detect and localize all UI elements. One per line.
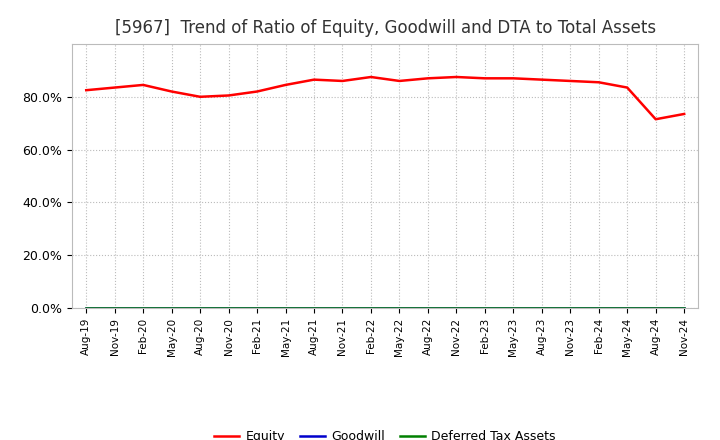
Deferred Tax Assets (623, 305, 631, 311)
Equity (253, 89, 261, 94)
Goodwill (167, 305, 176, 311)
Goodwill (82, 305, 91, 311)
Equity (509, 76, 518, 81)
Goodwill (652, 305, 660, 311)
Deferred Tax Assets (167, 305, 176, 311)
Line: Equity: Equity (86, 77, 684, 119)
Goodwill (196, 305, 204, 311)
Deferred Tax Assets (253, 305, 261, 311)
Goodwill (480, 305, 489, 311)
Deferred Tax Assets (452, 305, 461, 311)
Equity (680, 111, 688, 117)
Goodwill (139, 305, 148, 311)
Equity (366, 74, 375, 80)
Equity (452, 74, 461, 80)
Goodwill (537, 305, 546, 311)
Goodwill (680, 305, 688, 311)
Deferred Tax Assets (395, 305, 404, 311)
Deferred Tax Assets (110, 305, 119, 311)
Deferred Tax Assets (566, 305, 575, 311)
Deferred Tax Assets (282, 305, 290, 311)
Equity (110, 85, 119, 90)
Goodwill (509, 305, 518, 311)
Goodwill (395, 305, 404, 311)
Deferred Tax Assets (537, 305, 546, 311)
Equity (167, 89, 176, 94)
Equity (652, 117, 660, 122)
Equity (139, 82, 148, 88)
Goodwill (110, 305, 119, 311)
Deferred Tax Assets (595, 305, 603, 311)
Deferred Tax Assets (139, 305, 148, 311)
Deferred Tax Assets (338, 305, 347, 311)
Equity (196, 94, 204, 99)
Equity (82, 88, 91, 93)
Goodwill (253, 305, 261, 311)
Deferred Tax Assets (680, 305, 688, 311)
Deferred Tax Assets (652, 305, 660, 311)
Deferred Tax Assets (480, 305, 489, 311)
Deferred Tax Assets (509, 305, 518, 311)
Equity (623, 85, 631, 90)
Goodwill (282, 305, 290, 311)
Goodwill (452, 305, 461, 311)
Equity (310, 77, 318, 82)
Deferred Tax Assets (82, 305, 91, 311)
Equity (566, 78, 575, 84)
Equity (395, 78, 404, 84)
Deferred Tax Assets (366, 305, 375, 311)
Goodwill (225, 305, 233, 311)
Deferred Tax Assets (423, 305, 432, 311)
Equity (537, 77, 546, 82)
Goodwill (566, 305, 575, 311)
Goodwill (366, 305, 375, 311)
Goodwill (423, 305, 432, 311)
Deferred Tax Assets (196, 305, 204, 311)
Goodwill (595, 305, 603, 311)
Equity (480, 76, 489, 81)
Goodwill (623, 305, 631, 311)
Goodwill (310, 305, 318, 311)
Deferred Tax Assets (225, 305, 233, 311)
Equity (595, 80, 603, 85)
Equity (225, 93, 233, 98)
Legend: Equity, Goodwill, Deferred Tax Assets: Equity, Goodwill, Deferred Tax Assets (210, 425, 561, 440)
Goodwill (338, 305, 347, 311)
Equity (423, 76, 432, 81)
Title: [5967]  Trend of Ratio of Equity, Goodwill and DTA to Total Assets: [5967] Trend of Ratio of Equity, Goodwil… (114, 19, 656, 37)
Equity (282, 82, 290, 88)
Deferred Tax Assets (310, 305, 318, 311)
Equity (338, 78, 347, 84)
